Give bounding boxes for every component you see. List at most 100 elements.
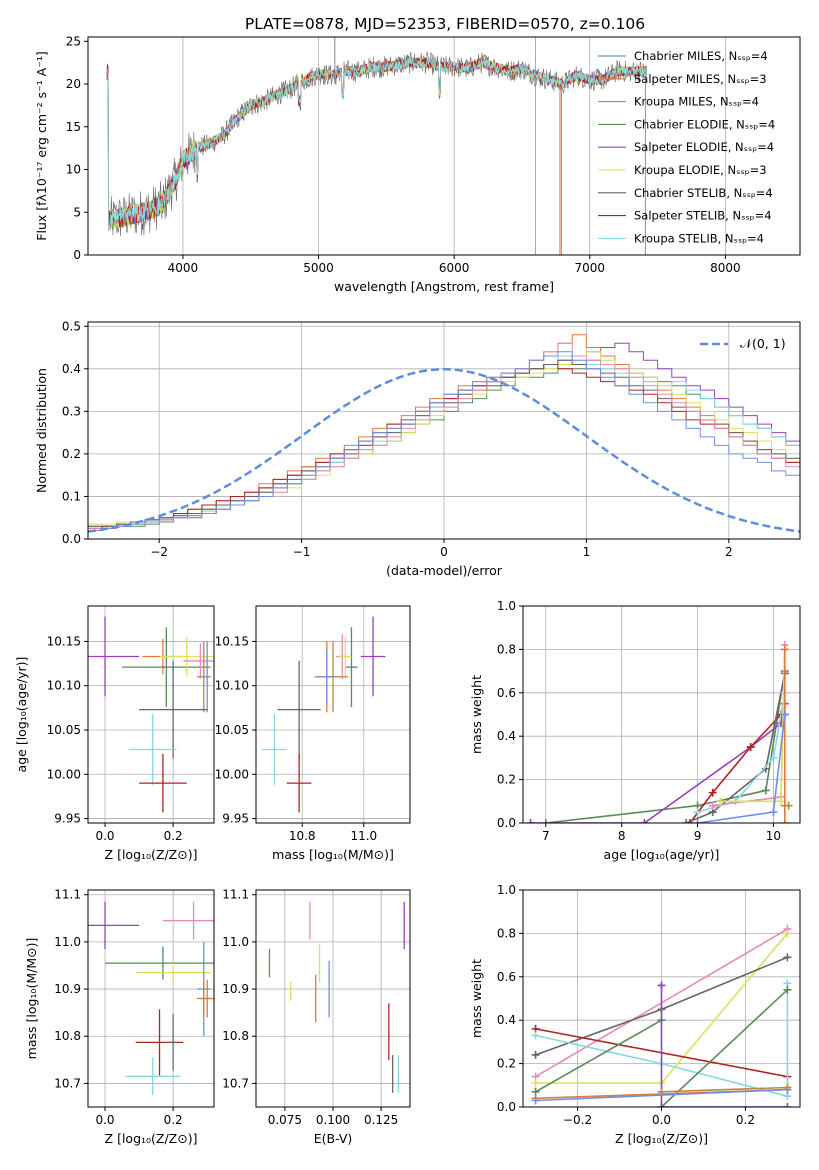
y-tick-label: 20 [66,77,81,91]
y-tick-label: 0.1 [62,489,81,503]
y-tick-label: 9.95 [222,812,249,826]
y-tick-label: 0.0 [62,532,81,546]
error-bar-point [262,714,287,785]
age-vs-mass-panel: 10.8 11.0 9.95 10.00 10.05 10.10 10.15 mass [lo… [215,605,411,862]
x-axis-label: Z [log₁₀(Z/Z⊙)] [105,847,198,862]
plot-area [106,37,648,255]
x-tick-label: −0.2 [563,1113,592,1127]
plus-marker [541,819,550,823]
error-bar-point [88,901,140,949]
plot-area [526,641,793,823]
legend-entry: 𝒩(0, 1) [740,336,786,351]
plus-marker [746,743,755,752]
plus-marker [657,1103,666,1107]
plus-marker [531,1096,540,1105]
error-bar-point [203,641,211,713]
y-tick-label: 0.4 [62,362,81,376]
x-tick-label: 0.0 [652,1113,671,1127]
y-tick-label: 9.95 [54,812,81,826]
error-bar-point [169,1014,177,1071]
plus-marker [783,1103,792,1107]
error-bar-point [286,753,312,813]
mass-weight-line [660,989,788,1107]
gridlines [256,606,410,823]
y-tick-label: 10.00 [47,767,81,781]
x-tick-label: 10.8 [289,829,316,843]
mass-weight-vs-age-panel: 7 8 9 10 0.0 0.2 0.4 0.6 0.8 1.0 age [log₁₀(age/yr… [469,599,801,862]
y-axis-label: mass [log₁₀(M/M⊙)] [24,938,39,1060]
plus-marker [657,1087,666,1096]
mass-weight-line [530,703,786,823]
plus-marker [780,645,789,654]
error-bar-point [135,963,211,982]
x-tick-label: 0.2 [164,829,183,843]
spectrum-line [106,58,648,229]
legend-entry: Chabrier ELODIE, Nₛₛₚ=4 [634,117,775,131]
axes-frame [522,605,801,824]
y-tick-label: 0.0 [497,816,516,830]
y-tick-label: 0.4 [497,1013,516,1027]
x-tick-label: 4000 [168,261,199,275]
y-tick-label: 0.2 [62,447,81,461]
x-axis-label: Z [log₁₀(Z/Z⊙)] [615,1131,708,1146]
figure-title: PLATE=0878, MJD=52353, FIBERID=0570, z=0… [245,15,645,33]
plus-marker [526,819,535,823]
plot-area [262,616,386,813]
gridlines [88,322,800,540]
spectrum-legend: Chabrier MILES, Nₛₛₚ=4 Salpeter MILES, Nₛ… [598,49,775,245]
y-tick-label: 0.6 [497,970,516,984]
y-tick-label: 0 [73,248,81,262]
y-tick-label: 10.15 [215,634,249,648]
y-tick-label: 15 [66,120,81,134]
y-tick-label: 10.8 [222,1029,249,1043]
plot-area [268,901,405,1093]
x-tick-label: 7000 [575,261,606,275]
gridlines [523,605,800,824]
x-tick-label: 0 [440,545,448,559]
x-tick-label: 11.0 [350,829,377,843]
plus-marker [780,819,789,823]
plus-marker [657,981,666,990]
y-tick-label: 10.9 [54,982,81,996]
mass-weight-line [545,670,786,823]
axes-frame [87,889,215,1108]
histogram-step [88,351,800,531]
plus-marker [783,929,792,938]
plus-marker [784,801,793,810]
y-axis-label: mass weight [469,959,484,1038]
y-tick-label: 0.0 [497,1100,516,1114]
gridlines [256,890,410,1107]
y-tick-label: 0.6 [497,686,516,700]
plus-marker [769,753,778,762]
legend-entry: Chabrier MILES, Nₛₛₚ=4 [634,49,768,63]
y-tick-label: 0.2 [497,773,516,787]
gridlines [88,890,214,1107]
y-axis-label: Flux [fλ10⁻¹⁷ erg cm⁻² s⁻¹ A⁻¹] [34,51,49,240]
plus-marker [783,953,792,962]
error-bar-point [345,627,358,707]
y-tick-label: 10.8 [54,1029,81,1043]
error-bar-point [122,627,211,707]
error-bar-point [128,714,177,785]
gridlines [88,606,214,823]
x-axis-label: mass [log₁₀(M/M⊙)] [272,847,394,862]
x-tick-label: 0.100 [316,1113,350,1127]
spectrum-line [106,56,648,228]
plus-marker [685,819,694,823]
y-tick-label: 0.4 [497,729,516,743]
x-tick-label: 8000 [710,261,741,275]
y-tick-label: 10.7 [222,1076,249,1090]
x-tick-label: 0.2 [164,1113,183,1127]
plus-marker [783,985,792,994]
y-tick-label: 10.15 [47,634,81,648]
plus-marker [531,1031,540,1040]
y-tick-label: 0.8 [497,926,516,940]
plus-marker [780,710,789,719]
mass-weight-line [660,985,788,1107]
y-tick-label: 10.10 [215,679,249,693]
y-axis-label: age [log₁₀(age/yr)] [14,657,29,773]
plus-marker [777,797,786,806]
plus-marker [783,1083,792,1092]
axes-frame [255,605,411,824]
